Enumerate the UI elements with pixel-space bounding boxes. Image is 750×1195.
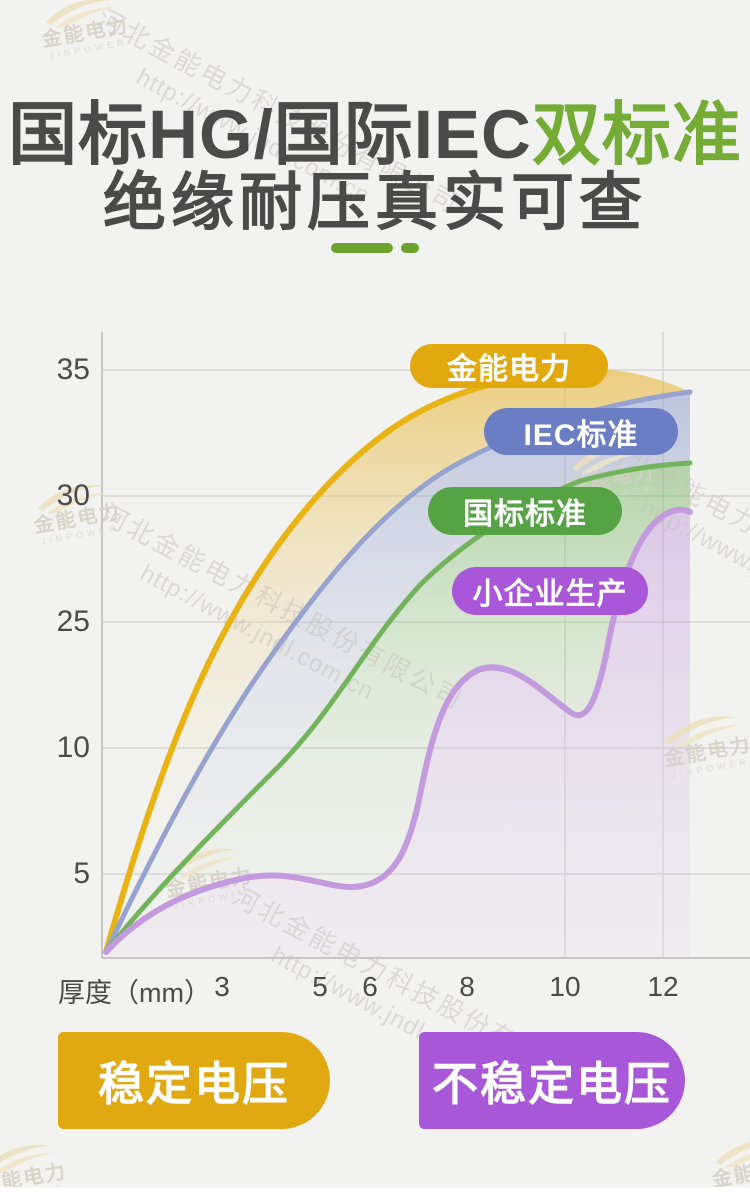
y-tick-35: 35 <box>56 353 90 386</box>
stable-voltage-label: 稳定电压 <box>98 1057 290 1110</box>
legend-pill-guobiao: 国标标准 <box>428 487 622 535</box>
stable-voltage-button[interactable]: 稳定电压 <box>58 1032 330 1129</box>
y-tick-5: 5 <box>73 857 90 890</box>
y-tick-30: 30 <box>56 479 90 512</box>
title-accent-text: 双标准 <box>531 96 742 173</box>
band-jinneng <box>106 369 690 953</box>
x-tick-10: 10 <box>549 971 581 1002</box>
x-tick-6: 6 <box>362 971 378 1002</box>
legend-label: 小企业生产 <box>472 578 628 611</box>
x-tick-5: 5 <box>312 971 328 1002</box>
band-xiaoqiye <box>106 509 690 958</box>
page-title-line1: 国标HG/国际IEC双标准 <box>0 78 750 178</box>
divider-dash-long <box>331 243 393 253</box>
unstable-voltage-button[interactable]: 不稳定电压 <box>419 1032 685 1129</box>
y-tick-25: 25 <box>56 605 90 638</box>
title-dark-text: 国标HG/国际IEC <box>8 96 532 173</box>
bottom-white-strip <box>0 1187 750 1195</box>
legend-pill-xiaoqiye: 小企业生产 <box>452 567 648 615</box>
x-tick-12: 12 <box>647 971 679 1002</box>
x-tick-3: 3 <box>214 971 230 1002</box>
unstable-voltage-label: 不稳定电压 <box>432 1057 672 1110</box>
legend-label: IEC标准 <box>523 418 639 452</box>
page-title-line2: 绝缘耐压真实可查 <box>103 168 647 238</box>
legend-pill-iec: IEC标准 <box>484 408 678 455</box>
legend-label: 金能电力 <box>447 353 571 386</box>
x-axis-label: 厚度（mm） <box>58 978 211 1008</box>
legend-pill-jinneng: 金能电力 <box>410 344 608 388</box>
divider-dash-short <box>401 243 419 253</box>
legend-label: 国标标准 <box>463 498 587 531</box>
x-tick-8: 8 <box>459 971 475 1002</box>
curve-guobiao <box>103 460 693 955</box>
curve-jinneng <box>103 367 578 955</box>
y-tick-10: 10 <box>56 731 90 764</box>
